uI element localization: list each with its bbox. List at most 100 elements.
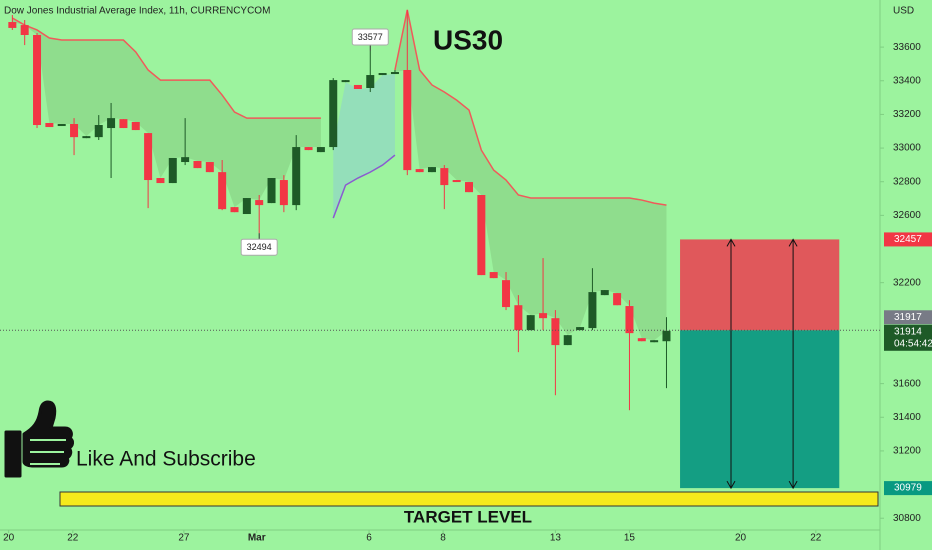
candle-body <box>489 272 498 279</box>
price-tag-label: 31917 <box>894 312 922 323</box>
band-fill <box>333 74 395 219</box>
y-tick-label: 32200 <box>893 277 921 288</box>
x-tick-label: 15 <box>624 533 636 544</box>
candle-body <box>539 313 548 319</box>
y-tick-label: 32800 <box>893 176 921 187</box>
y-tick-label: 30800 <box>893 513 921 524</box>
target-label: TARGET LEVEL <box>404 507 532 526</box>
candle-body <box>230 207 239 213</box>
currency-label: USD <box>893 6 914 17</box>
candle-body <box>390 72 399 75</box>
annotation-box <box>240 238 278 256</box>
x-tick-label: 8 <box>440 533 446 544</box>
candle-body <box>292 147 301 206</box>
candle-body <box>8 22 17 28</box>
candle-body <box>440 168 449 186</box>
candle-body <box>255 200 264 206</box>
arrow-head <box>726 238 736 490</box>
candle-body <box>20 25 29 35</box>
candle-body <box>600 290 609 296</box>
overlay-line <box>332 154 396 219</box>
x-tick-label: 20 <box>3 533 15 544</box>
candle-body <box>637 338 646 342</box>
x-tick-label: 13 <box>550 533 562 544</box>
price-tag-label: 30979 <box>894 483 922 494</box>
candle-body <box>94 125 103 138</box>
candle-body <box>279 180 288 206</box>
candle-body <box>366 75 375 88</box>
x-tick-label: 27 <box>178 533 190 544</box>
candle-body <box>625 306 634 334</box>
y-tick-label: 31200 <box>893 446 921 457</box>
candle-body <box>551 318 560 346</box>
candle-body <box>588 292 597 329</box>
price-tag-label: 32457 <box>894 234 922 245</box>
x-tick-label: 20 <box>735 533 747 544</box>
band-fill <box>394 9 667 341</box>
candle-body <box>181 157 190 163</box>
target-zone <box>680 330 840 489</box>
overlay-line <box>11 17 321 119</box>
stop-zone <box>680 239 840 331</box>
candle-body <box>316 147 325 153</box>
candle-body <box>452 180 461 183</box>
y-tick-label: 33000 <box>893 143 921 154</box>
candle-body <box>415 169 424 173</box>
candle-body <box>131 121 140 131</box>
candle-body <box>502 280 511 308</box>
candle-body <box>477 195 486 276</box>
price-tag <box>884 324 932 351</box>
annotation-box <box>351 28 389 46</box>
candle-body <box>378 73 387 76</box>
price-tag <box>884 481 932 496</box>
cta-text: Like And Subscribe <box>76 448 256 471</box>
candle-body <box>267 178 276 204</box>
candle-body <box>526 315 535 331</box>
target-band <box>59 491 879 507</box>
candle-body <box>576 327 585 331</box>
candle-body <box>613 293 622 306</box>
candle-body <box>514 305 523 331</box>
candle-body <box>218 172 227 210</box>
price-tag <box>884 232 932 247</box>
candle-body <box>341 80 350 83</box>
y-tick-label: 33400 <box>893 75 921 86</box>
y-tick-label: 33600 <box>893 42 921 53</box>
price-tag <box>884 310 932 325</box>
overlay-line <box>394 9 667 206</box>
y-tick-label: 31600 <box>893 378 921 389</box>
candle-body <box>33 34 42 126</box>
candle-body <box>403 69 412 171</box>
candle-body <box>193 161 202 169</box>
candle-body <box>156 178 165 184</box>
annotation-label: 33577 <box>358 32 383 42</box>
arrow-head <box>788 238 798 490</box>
x-tick-label: 6 <box>366 533 372 544</box>
chart-title: US30 <box>433 24 503 55</box>
candle-body <box>168 157 177 184</box>
candle-body <box>70 124 79 138</box>
candle-body <box>329 80 338 148</box>
plot: 33577 32494 <box>0 9 880 490</box>
candle-body <box>107 118 116 129</box>
candle-body <box>57 124 66 127</box>
y-tick-label: 32600 <box>893 210 921 221</box>
annotation-label: 32494 <box>247 242 272 252</box>
candle-body <box>427 167 436 173</box>
price-tag-label: 31914 <box>894 326 922 337</box>
candle-body <box>242 198 251 215</box>
x-tick-label: Mar <box>248 533 266 544</box>
x-tick-label: 22 <box>810 533 822 544</box>
candle-body <box>465 182 474 193</box>
y-tick-label: 33200 <box>893 109 921 120</box>
candle-body <box>144 133 153 181</box>
candle-body <box>119 119 128 129</box>
candle-body <box>304 147 313 151</box>
candle-body <box>205 162 214 173</box>
x-tick-label: 22 <box>67 533 79 544</box>
price-tag-countdown: 04:54:42 <box>894 338 932 349</box>
candle-body <box>45 122 54 128</box>
chart-header: Dow Jones Industrial Average Index, 11h,… <box>4 6 270 17</box>
